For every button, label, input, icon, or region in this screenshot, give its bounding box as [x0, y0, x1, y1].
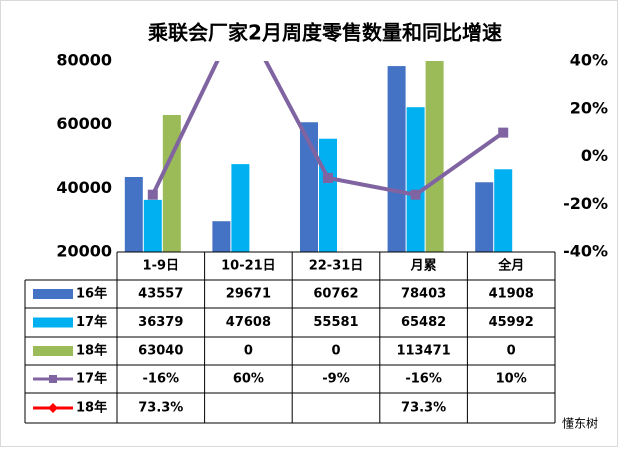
bar: [319, 138, 337, 252]
table-cell: 36379: [138, 315, 183, 330]
legend-label: 18年: [76, 400, 107, 416]
marker: [498, 127, 509, 138]
bar: [406, 107, 425, 252]
bar: [162, 114, 181, 252]
legend-marker: [49, 375, 57, 383]
bar: [425, 61, 444, 252]
table-cell: 60%: [233, 372, 264, 387]
y2-tick-label: -40%: [563, 242, 608, 261]
x-tick-label: 月累: [410, 258, 437, 274]
table-cell: 73.3%: [401, 401, 446, 416]
table-cell: -16%: [405, 372, 442, 387]
legend-label: 18年: [76, 343, 107, 359]
y-tick-label: 40000: [56, 178, 112, 197]
watermark: 懂东树: [562, 416, 598, 431]
x-tick-label: 1-9日: [143, 259, 180, 274]
table-cell: 47608: [226, 315, 271, 330]
y2-tick-label: 40%: [570, 51, 608, 70]
table-cell: 29671: [226, 287, 271, 302]
y2-tick-label: -20%: [563, 194, 608, 213]
table-cell: 73.3%: [138, 401, 183, 416]
table-cell: 43557: [138, 287, 183, 302]
legend-marker: [48, 403, 58, 413]
table-cell: 78403: [401, 287, 446, 302]
bar: [124, 177, 143, 252]
table-cell: 60762: [313, 287, 358, 302]
table-cell: 63040: [138, 344, 183, 359]
bar: [143, 199, 162, 252]
table-cell: 0: [331, 344, 340, 359]
table-cell: 0: [244, 344, 253, 359]
marker: [147, 189, 158, 200]
y-tick-label: 60000: [56, 114, 112, 133]
table-cell: -16%: [143, 372, 180, 387]
legend-swatch: [33, 317, 73, 328]
plot-area: [124, 61, 513, 252]
x-tick-label: 10-21日: [221, 259, 276, 274]
legend-swatch: [33, 289, 73, 299]
table-cell: 0: [507, 344, 516, 359]
table-cell: 45992: [489, 315, 534, 330]
table-cell: 10%: [496, 372, 527, 387]
table-cell: 65482: [401, 315, 446, 330]
table-cell: 113471: [396, 344, 450, 359]
marker: [410, 189, 421, 200]
y-tick-label: 80000: [56, 51, 112, 70]
chart-title: 乘联会厂家2月周度零售数量和同比增速: [147, 21, 502, 45]
table-cell: 55581: [313, 315, 358, 330]
x-tick-label: 22-31日: [309, 259, 364, 274]
bar: [494, 169, 513, 252]
table-cell: 41908: [489, 287, 534, 302]
legend-swatch: [33, 346, 73, 356]
y-tick-label: 20000: [56, 242, 112, 261]
x-tick-label: 全月: [497, 258, 524, 274]
bar: [475, 182, 494, 252]
bar: [231, 164, 250, 252]
bar: [387, 66, 406, 252]
y2-tick-label: 20%: [570, 98, 608, 117]
legend-label: 16年: [76, 286, 107, 302]
legend-label: 17年: [76, 314, 107, 330]
marker: [323, 172, 333, 183]
table-cell: -9%: [322, 372, 349, 387]
y2-tick-label: 0%: [581, 146, 608, 165]
bar: [212, 221, 231, 252]
legend-label: 17年: [76, 371, 107, 387]
